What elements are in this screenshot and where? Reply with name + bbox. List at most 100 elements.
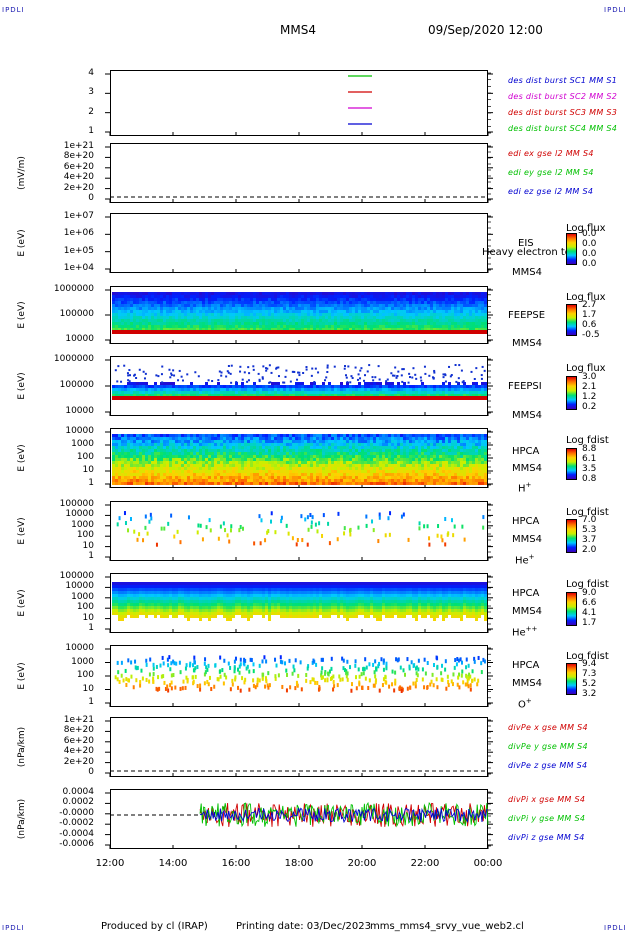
spectrogram-cell xyxy=(151,328,154,331)
spectrogram-cell xyxy=(163,396,166,400)
spectrogram-cell xyxy=(430,310,433,313)
spectrogram-cell xyxy=(301,301,304,304)
spectrogram-cell xyxy=(214,310,217,313)
spectrogram-cell xyxy=(400,440,403,443)
spectrogram-cell xyxy=(394,322,397,325)
spectrogram-cell xyxy=(325,458,328,461)
spectrogram-cell xyxy=(298,310,301,313)
spectrogram-cell xyxy=(376,443,379,446)
spectrogram-cell xyxy=(304,319,307,322)
spectrogram-cell xyxy=(112,388,115,391)
spectrogram-cell xyxy=(184,396,187,400)
spectrogram-cell xyxy=(163,443,166,446)
spectrogram-cell xyxy=(430,461,433,464)
spectrogram-cell xyxy=(475,449,478,452)
spectrogram-cell xyxy=(391,310,394,313)
spectrogram-cell xyxy=(199,452,202,455)
spectrogram-cell xyxy=(307,298,310,301)
spectrogram-cell xyxy=(238,394,241,397)
spectrogram-cell xyxy=(385,455,388,458)
spectrogram-cell xyxy=(322,388,325,391)
spectrogram-cell xyxy=(457,449,460,452)
spectrogram-cell xyxy=(352,325,355,328)
spectrogram-cell xyxy=(166,388,169,391)
spectrogram-cell xyxy=(466,292,469,295)
spectrogram-cell xyxy=(184,440,187,443)
spectrogram-cell xyxy=(310,461,313,464)
spectrogram-cell xyxy=(400,301,403,304)
spectrogram-cell xyxy=(184,434,187,437)
spectrogram-cell xyxy=(352,319,355,322)
spectrogram-cell xyxy=(157,473,160,476)
spectrogram-cell xyxy=(367,467,370,470)
spectrogram-cell xyxy=(331,292,334,295)
spectrogram-cell xyxy=(169,437,172,440)
spectrogram-cell xyxy=(325,473,328,476)
spectrogram-cell xyxy=(403,458,406,461)
spectrogram-cell xyxy=(118,325,121,328)
spectrogram-cell xyxy=(247,388,250,391)
spectrogram-cell xyxy=(440,534,443,539)
spectrogram-cell xyxy=(481,446,484,449)
spectrogram-cell xyxy=(145,437,148,440)
spectrogram-cell xyxy=(406,452,409,455)
spectrogram-cell xyxy=(199,325,202,328)
spectrogram-cell xyxy=(283,325,286,328)
spectrogram-cell xyxy=(343,313,346,316)
spectrogram-cell xyxy=(301,319,304,322)
spectrogram-cell xyxy=(445,330,448,334)
spectrogram-cell xyxy=(277,375,280,378)
spectrogram-cell xyxy=(469,391,472,394)
spectrogram-cell xyxy=(331,388,334,391)
spectrogram-cell xyxy=(270,519,273,524)
spectrogram-cell xyxy=(232,385,235,388)
spectrogram-cell xyxy=(196,434,199,437)
spectrogram-cell xyxy=(230,381,233,384)
spectrogram-cell xyxy=(262,330,265,334)
spectrogram-cell xyxy=(286,482,289,485)
spectrogram-cell xyxy=(256,396,259,400)
spectrogram-cell xyxy=(241,437,244,440)
spectrogram-cell xyxy=(460,292,463,295)
spectrogram-cell xyxy=(478,388,481,391)
spectrogram-cell xyxy=(406,295,409,298)
spectrogram-cell xyxy=(283,455,286,458)
spectrogram-cell xyxy=(301,479,304,482)
spectrogram-cell xyxy=(346,467,349,470)
spectrogram-cell xyxy=(199,298,202,301)
spectrogram-cell xyxy=(355,470,358,473)
spectrogram-cell xyxy=(442,301,445,304)
spectrogram-cell xyxy=(373,388,376,391)
spectrogram-cell xyxy=(298,298,301,301)
spectrogram-cell xyxy=(343,452,346,455)
spectrogram-cell xyxy=(271,313,274,316)
spectrogram-cell xyxy=(400,295,403,298)
spectrogram-cell xyxy=(247,322,250,325)
spectrogram-cell xyxy=(190,316,193,319)
datetime-title: 09/Sep/2020 12:00 xyxy=(428,23,543,37)
spectrogram-cell xyxy=(256,385,259,388)
spectrogram-cell xyxy=(442,325,445,328)
spectrogram-cell xyxy=(172,396,175,400)
spectrogram-cell xyxy=(148,319,151,322)
spectrogram-cell xyxy=(433,473,436,476)
spectrogram-cell xyxy=(376,391,379,394)
spectrogram-cell xyxy=(166,476,169,479)
spectrogram-cell xyxy=(484,301,487,304)
spectrogram-cell xyxy=(304,307,307,310)
spectrogram-cell xyxy=(124,434,127,437)
spectrogram-cell xyxy=(481,328,484,331)
spectrogram-cell xyxy=(325,443,328,446)
spectrogram-cell xyxy=(271,394,274,397)
spectrogram-cell xyxy=(436,394,439,397)
spectrogram-cell xyxy=(184,322,187,325)
spectrogram-cell xyxy=(136,295,139,298)
spectrogram-cell xyxy=(126,372,129,375)
spectrogram-cell xyxy=(208,434,211,437)
spectrogram-cell xyxy=(289,452,292,455)
spectrogram-cell xyxy=(124,437,127,440)
spectrogram-cell xyxy=(160,464,163,467)
spectrogram-cell xyxy=(340,449,343,452)
spectrogram-cell xyxy=(250,464,253,467)
spectrogram-cell xyxy=(253,310,256,313)
